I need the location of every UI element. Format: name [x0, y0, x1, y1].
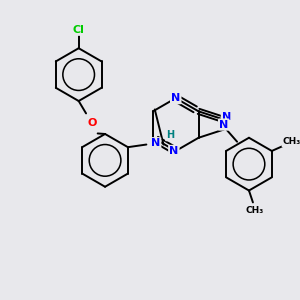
Text: N: N [219, 120, 228, 130]
Text: O: O [87, 118, 97, 128]
Text: H: H [166, 130, 174, 140]
Text: N: N [169, 146, 178, 156]
Text: N: N [171, 93, 180, 103]
Text: N: N [151, 138, 160, 148]
Text: CH₃: CH₃ [245, 206, 263, 215]
Text: CH₃: CH₃ [283, 137, 300, 146]
Text: Cl: Cl [73, 25, 85, 35]
Text: N: N [222, 112, 231, 122]
